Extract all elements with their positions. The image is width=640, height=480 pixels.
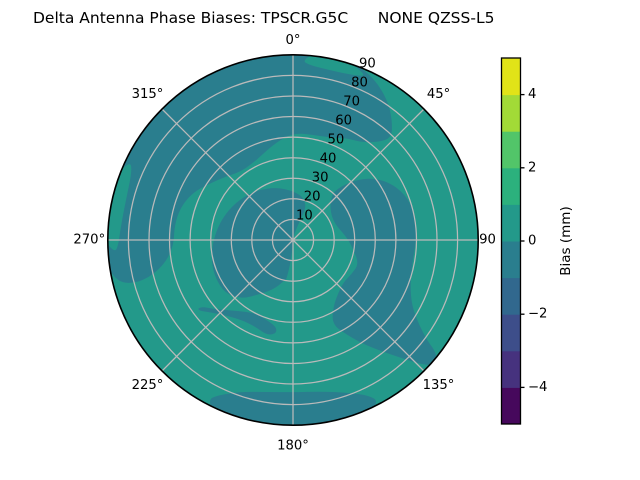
colorbar-tick-label-4: 4 — [528, 87, 536, 102]
grid-spoke-135 — [292, 239, 425, 372]
colorbar-segment-7 — [502, 131, 520, 169]
contour-region-north-cap — [107, 54, 392, 283]
grid-spoke-225 — [161, 239, 294, 372]
colorbar: 4 2 0 −2 −4 Bias (mm) — [500, 57, 574, 425]
r-tick-label-20: 20 — [304, 190, 321, 205]
grid-spoke-45 — [292, 108, 425, 241]
colorbar-tick-label-2: 2 — [528, 160, 536, 175]
theta-tick-label-90: 90 — [479, 233, 496, 248]
grid-spoke-315 — [161, 108, 294, 241]
colorbar-segment-2 — [502, 314, 520, 352]
r-tick-label-10: 10 — [296, 209, 313, 224]
theta-tick-label-180: 180° — [277, 438, 309, 453]
colorbar-segment-8 — [502, 94, 520, 132]
colorbar-tick-label--4: −4 — [528, 380, 547, 395]
colorbar-segment-5 — [502, 204, 520, 242]
contour-regions — [107, 54, 437, 426]
theta-tick-label-135: 135° — [423, 378, 455, 393]
theta-tick-label-45: 45° — [427, 87, 450, 102]
r-tick-label-90: 90 — [359, 56, 376, 71]
colorbar-segment-0 — [502, 387, 520, 425]
theta-tick-labels: 0° 45° 90 135° 180° 225° 270° 315° — [73, 33, 495, 453]
colorbar-segments — [502, 58, 520, 425]
theta-tick-label-225: 225° — [132, 378, 164, 393]
colorbar-segment-4 — [502, 241, 520, 279]
polar-plot: 10 20 30 40 50 60 70 80 90 0° 45° 90 135° 180° 225° 27… — [73, 33, 495, 453]
r-tick-label-60: 60 — [335, 113, 352, 128]
colorbar-segment-6 — [502, 167, 520, 205]
theta-tick-label-315: 315° — [132, 87, 164, 102]
chart-title: Delta Antenna Phase Biases: TPSCR.G5C NO… — [33, 9, 494, 27]
colorbar-tick-label--2: −2 — [528, 307, 547, 322]
theta-tick-label-270: 270° — [73, 233, 105, 248]
colorbar-segment-9 — [502, 58, 520, 96]
plot-outline — [107, 54, 479, 426]
r-tick-label-40: 40 — [320, 152, 337, 167]
colorbar-segment-1 — [502, 350, 520, 388]
colorbar-axis-label: Bias (mm) — [558, 206, 574, 275]
theta-tick-label-0: 0° — [286, 33, 301, 48]
contour-region-north-rim-sliver — [304, 54, 364, 76]
contour-region-west-rim-sliver — [107, 164, 132, 251]
contour-region-southwest-arc-blob — [198, 307, 277, 335]
colorbar-tick-label-0: 0 — [528, 234, 536, 249]
colorbar-ticks: 4 2 0 −2 −4 — [520, 87, 547, 395]
r-tick-label-30: 30 — [312, 171, 329, 186]
colorbar-segment-3 — [502, 277, 520, 315]
contour-region-east-kidney — [330, 178, 437, 366]
r-tick-label-80: 80 — [351, 75, 368, 90]
r-tick-label-50: 50 — [328, 132, 345, 147]
contour-region-center-comma — [211, 188, 306, 298]
r-tick-label-70: 70 — [343, 94, 360, 109]
r-tick-labels: 10 20 30 40 50 60 70 80 90 — [296, 56, 376, 223]
polar-grid — [107, 54, 479, 426]
